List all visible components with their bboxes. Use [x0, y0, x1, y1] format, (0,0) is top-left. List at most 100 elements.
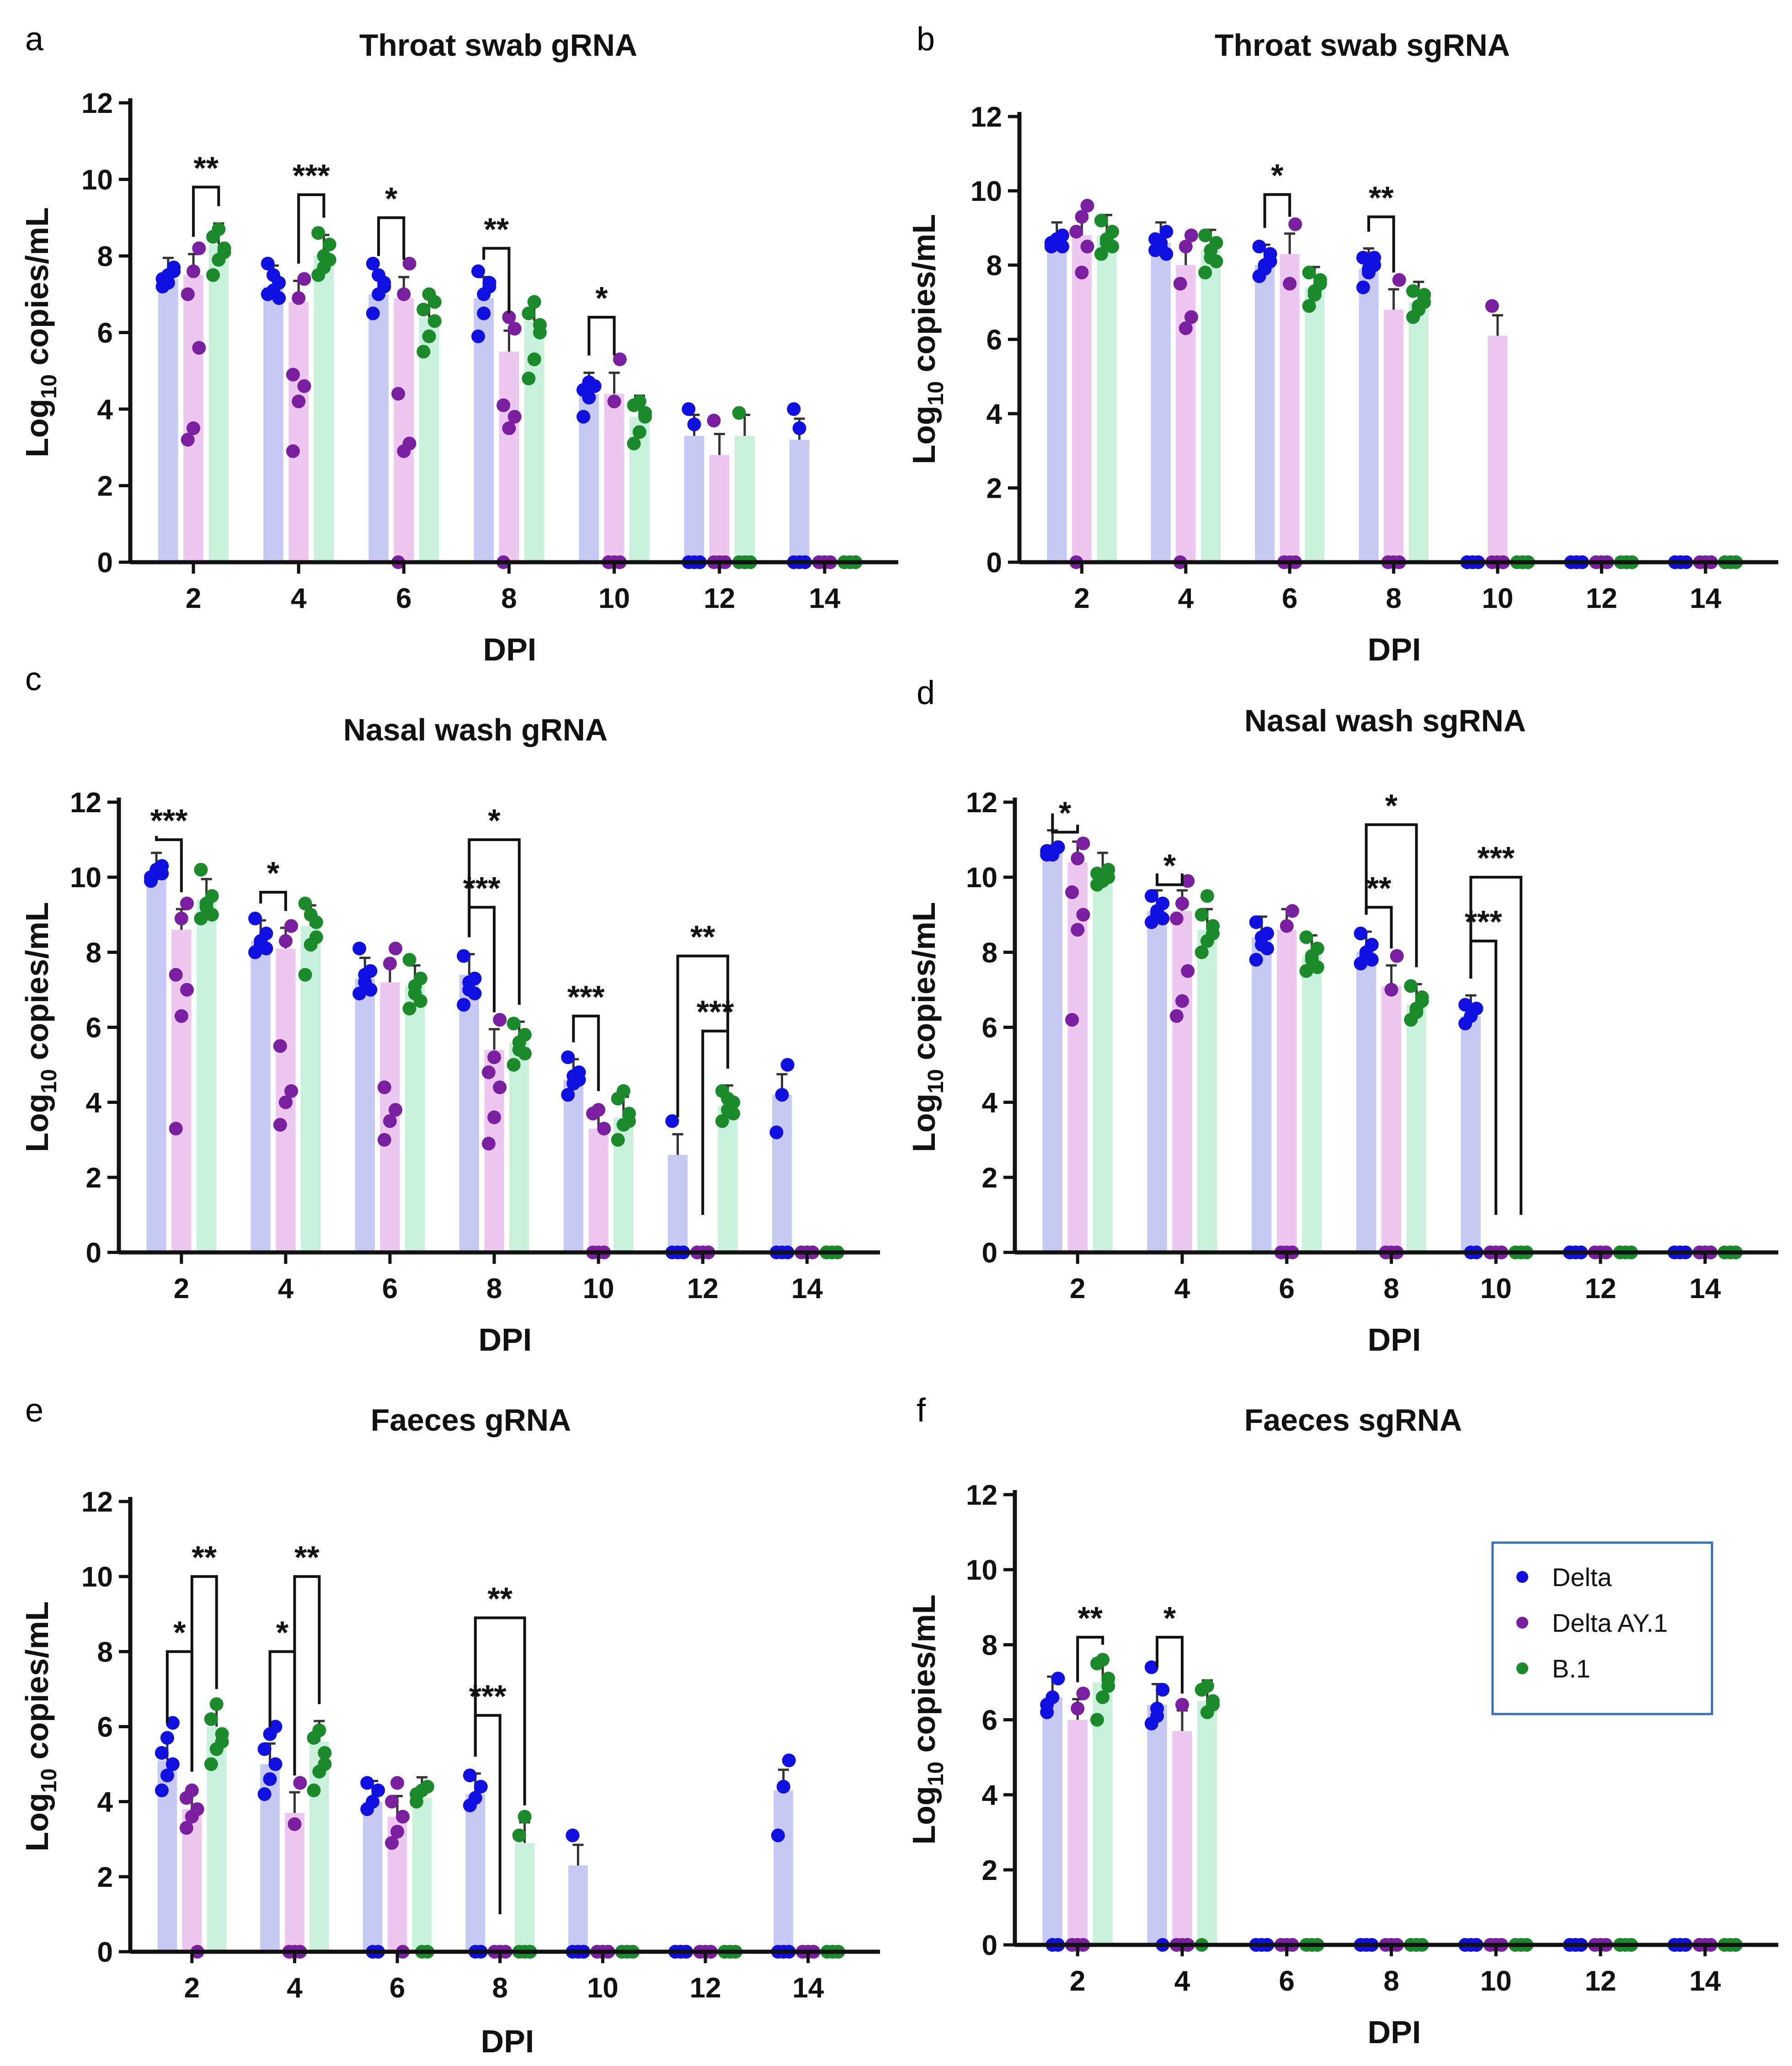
bar-b1-dpi8 — [509, 1042, 529, 1252]
x-tick-label: 6 — [396, 583, 411, 614]
point-b1-dpi10 — [611, 1133, 625, 1147]
point-b1-dpi4 — [318, 1746, 332, 1760]
point-ay1-dpi4 — [1175, 1698, 1189, 1712]
bar-b1-dpi4 — [1197, 1701, 1217, 1945]
panel-letter-a: a — [25, 21, 44, 58]
legend-box — [1491, 1541, 1713, 1715]
point-delta-dpi6 — [366, 306, 380, 320]
bar-delta-dpi8 — [1356, 952, 1376, 1252]
point-b1-dpi4 — [1198, 266, 1212, 280]
point-ay1-dpi8 — [496, 398, 511, 412]
point-ay1-dpi6 — [397, 287, 411, 301]
x-tick-label: 8 — [492, 1972, 508, 2004]
point-b1-dpi10 — [632, 425, 646, 439]
point-ay1-dpi6 — [396, 1810, 410, 1824]
x-tick-label: 10 — [1480, 1273, 1512, 1305]
error-bar-ay1-dpi12 — [714, 432, 725, 455]
panel-letter-f: f — [917, 1392, 926, 1429]
x-tick-label: 2 — [184, 1972, 200, 2004]
point-delta-dpi10 — [572, 1073, 586, 1087]
bar-ay1-dpi4 — [1176, 265, 1196, 562]
y-tick-label: 10 — [70, 862, 101, 894]
point-ay1-dpi2 — [1080, 199, 1094, 213]
y-tick-label: 12 — [966, 1480, 997, 1511]
point-delta-dpi6 — [1254, 930, 1269, 944]
point-ay1-dpi2 — [185, 1784, 199, 1798]
x-tick-label: 6 — [1282, 583, 1297, 614]
point-ay1-dpi8 — [502, 310, 516, 324]
y-tick-label: 6 — [982, 1012, 997, 1044]
significance-bracket: * — [268, 1614, 296, 1776]
point-ay1-dpi2 — [1075, 266, 1089, 280]
point-b1-dpi8 — [507, 1058, 521, 1072]
significance-bracket: ** — [474, 1581, 526, 1805]
error-bar-delta-dpi12 — [672, 1133, 683, 1155]
significance-label: ** — [192, 1539, 217, 1575]
x-tick-label: 8 — [1386, 583, 1401, 614]
bar-delta-dpi6 — [363, 1801, 383, 1952]
chart-panel-d: d Nasal wash sgRNA 0 2 4 6 8 10 12 2 4 6 8 10 12 14 DPI L… — [906, 675, 1778, 1358]
point-b1-dpi2 — [1101, 870, 1115, 884]
y-tick-label: 12 — [971, 101, 1002, 133]
point-ay1-dpi10 — [613, 352, 627, 367]
legend-label: Delta — [1552, 1563, 1612, 1592]
significance-label: ** — [294, 1539, 320, 1575]
point-ay1-dpi4 — [1173, 277, 1187, 291]
y-tick-label: 2 — [982, 1162, 997, 1194]
point-b1-dpi4 — [1204, 243, 1218, 257]
point-delta-dpi2 — [1051, 840, 1065, 854]
point-b1-dpi8 — [522, 372, 536, 385]
point-delta-dpi4 — [1159, 247, 1173, 261]
significance-bracket: ** — [1365, 870, 1393, 949]
error-bar-ay1-dpi8 — [489, 1028, 500, 1050]
y-tick-label: 8 — [987, 250, 1002, 282]
point-ay1-dpi4 — [284, 1084, 299, 1098]
y-tick-label: 2 — [97, 1862, 113, 1893]
y-tick-label: 12 — [81, 88, 113, 119]
significance-label: * — [595, 280, 608, 316]
point-delta-dpi6 — [1249, 915, 1263, 929]
x-tick-label: 4 — [291, 583, 307, 614]
point-ay1-dpi4 — [278, 934, 293, 948]
point-ay1-dpi10 — [607, 394, 621, 409]
point-delta-dpi2 — [165, 1716, 180, 1730]
point-ay1-dpi4 — [1179, 321, 1193, 335]
bar-b1-dpi12 — [735, 436, 755, 562]
point-ay1-dpi4 — [297, 379, 311, 393]
point-delta-dpi8 — [462, 975, 476, 989]
y-tick-label: 10 — [971, 176, 1002, 208]
y-tick-label: 0 — [987, 547, 1002, 579]
point-b1-dpi2 — [1094, 247, 1108, 261]
point-b1-dpi6 — [408, 979, 422, 993]
point-delta-dpi8 — [471, 264, 485, 278]
point-b1-dpi2 — [1096, 1653, 1110, 1667]
point-ay1-dpi4 — [1175, 896, 1189, 911]
x-tick-label: 8 — [1383, 1273, 1399, 1305]
bar-delta-dpi14 — [789, 440, 810, 562]
chart-title-d: Nasal wash sgRNA — [1244, 703, 1526, 738]
bar-b1-dpi6 — [1301, 956, 1322, 1252]
point-ay1-dpi6 — [383, 1114, 397, 1128]
point-b1-dpi10 — [622, 1114, 636, 1128]
point-delta-dpi6 — [352, 942, 367, 956]
bar-delta-dpi2 — [1042, 851, 1063, 1252]
point-ay1-dpi8 — [507, 322, 522, 336]
x-tick-label: 2 — [1070, 1965, 1085, 1997]
y-tick-label: 6 — [987, 325, 1002, 356]
point-b1-dpi8 — [533, 318, 547, 332]
x-tick-label: 14 — [1689, 1965, 1721, 1997]
point-b1-dpi4 — [1206, 1698, 1220, 1712]
y-tick-label: 10 — [81, 1561, 113, 1593]
point-delta-dpi8 — [477, 306, 491, 320]
x-tick-label: 4 — [1174, 1273, 1190, 1305]
x-tick-label: 12 — [687, 1273, 719, 1305]
point-delta-dpi8 — [474, 1779, 488, 1794]
point-delta-dpi14 — [782, 1753, 796, 1768]
point-delta-dpi4 — [268, 1757, 283, 1771]
bar-b1-dpi12 — [718, 1106, 738, 1252]
point-delta-dpi10 — [561, 1088, 575, 1102]
point-b1-dpi10 — [632, 394, 646, 409]
point-b1-dpi6 — [1299, 930, 1313, 944]
point-b1-dpi6 — [416, 303, 431, 317]
y-tick-label: 4 — [987, 399, 1003, 430]
